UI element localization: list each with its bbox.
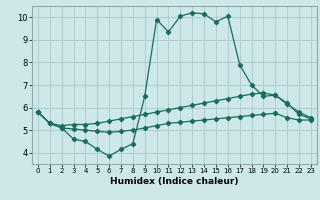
X-axis label: Humidex (Indice chaleur): Humidex (Indice chaleur) <box>110 177 239 186</box>
